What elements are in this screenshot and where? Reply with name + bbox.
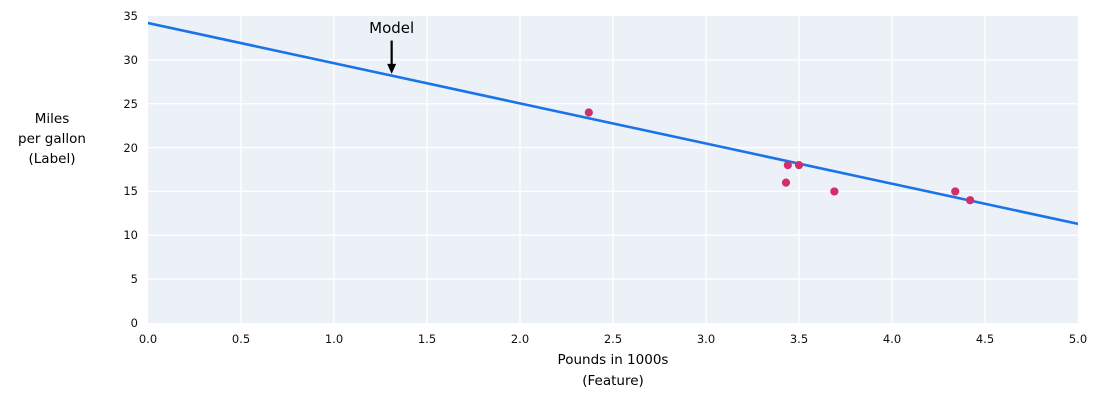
y-tick-label: 30: [123, 52, 138, 67]
x-tick-label: 2.5: [603, 332, 623, 346]
model-annotation: Model: [369, 19, 415, 38]
plot-area: [148, 16, 1078, 323]
x-tick-label: 4.0: [882, 332, 902, 346]
data-point: [783, 161, 792, 170]
data-point: [781, 178, 791, 187]
arrow-down-icon: [387, 63, 397, 74]
data-point: [584, 108, 593, 117]
data-point: [966, 196, 975, 205]
x-tick-label: 0.0: [138, 332, 158, 346]
data-point: [830, 187, 839, 196]
y-tick-label: 0: [130, 316, 138, 330]
x-tick-label: 5.0: [1068, 332, 1088, 346]
x-axis-label-line: Pounds in 1000s: [557, 352, 669, 368]
plot-canvas: [148, 16, 1078, 323]
x-tick-label: 3.5: [789, 332, 809, 346]
x-tick-label: 1.5: [417, 332, 437, 346]
y-tick-label: 35: [123, 9, 138, 23]
y-axis-label-line: Miles: [34, 111, 70, 127]
x-tick-label: 4.5: [975, 332, 995, 346]
y-axis-label: Miles per gallon (Label): [0, 109, 104, 169]
data-point: [794, 161, 804, 170]
x-tick-label: 3.0: [696, 332, 716, 346]
y-axis-label-line: per gallon: [18, 131, 86, 147]
y-axis-label-line: (Label): [28, 151, 76, 167]
y-tick-label: 25: [123, 96, 138, 111]
x-axis-label: Pounds in 1000s (Feature): [148, 350, 1078, 391]
data-point: [951, 187, 960, 196]
y-tick-label: 5: [130, 272, 138, 287]
x-tick-label: 0.5: [231, 332, 251, 346]
x-tick-label: 2.0: [510, 332, 530, 346]
y-tick-label: 10: [123, 228, 138, 243]
x-axis-label-line: (Feature): [582, 372, 644, 389]
y-tick-label: 15: [123, 184, 138, 199]
model-line: [148, 21, 1078, 226]
x-tick-label: 1.0: [324, 332, 344, 346]
y-tick-label: 20: [123, 140, 138, 155]
